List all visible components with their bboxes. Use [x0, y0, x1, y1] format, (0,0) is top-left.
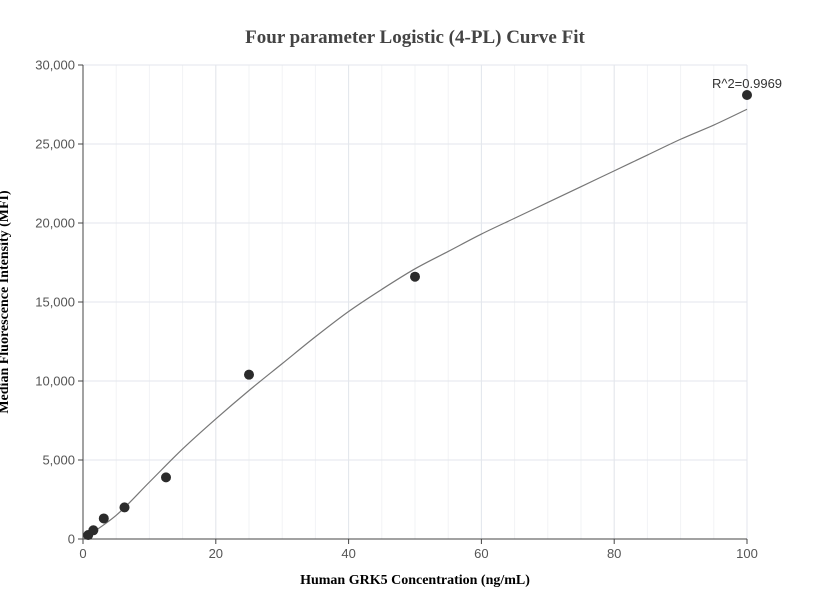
data-point: [244, 369, 254, 380]
x-tick-label: 20: [209, 546, 223, 561]
x-tick-labels: 0 20 40 60 80 100: [79, 546, 757, 561]
x-tick-label: 40: [341, 546, 355, 561]
data-point: [88, 525, 99, 536]
data-point: [119, 502, 130, 513]
y-tick-labels: 0 5,000 10,000 15,000 20,000 25,000 30,000: [35, 58, 75, 547]
y-tick-label: 5,000: [42, 453, 75, 468]
x-axis-title: Human GRK5 Concentration (ng/mL): [300, 573, 530, 588]
y-tick-label: 30,000: [35, 58, 75, 73]
annotations: R^2=0.9969: [712, 76, 782, 91]
y-tick-label: 20,000: [35, 216, 75, 231]
r-squared-annotation: R^2=0.9969: [712, 76, 782, 91]
x-tick-label: 100: [736, 546, 758, 561]
y-tick-label: 15,000: [35, 295, 75, 310]
data-point: [742, 90, 752, 101]
y-tick-label: 10,000: [35, 374, 75, 389]
fit-curve-line: [82, 108, 748, 540]
chart-title: Four parameter Logistic (4-PL) Curve Fit: [245, 27, 585, 48]
data-point: [98, 513, 109, 524]
data-point: [161, 472, 171, 483]
x-tick-label: 0: [79, 546, 86, 561]
axis-ticks: [78, 64, 748, 544]
y-axis-title: Median Fluorescence Intensity (MFI): [0, 190, 12, 414]
x-tick-label: 60: [474, 546, 488, 561]
data-points: [83, 90, 752, 541]
y-tick-label: 25,000: [35, 137, 75, 152]
x-tick-label: 80: [607, 546, 621, 561]
data-point: [410, 271, 420, 282]
y-tick-label: 0: [68, 532, 75, 547]
